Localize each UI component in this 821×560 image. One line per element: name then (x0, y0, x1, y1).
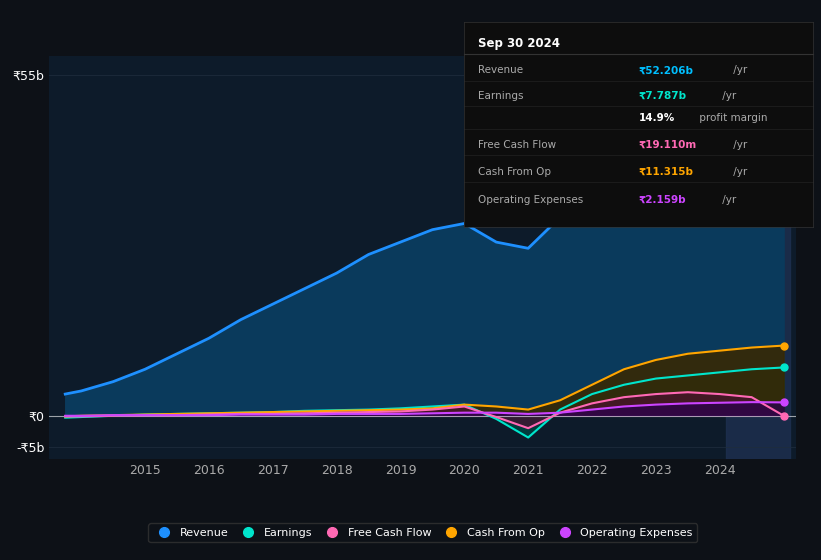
Text: ₹19.110m: ₹19.110m (639, 140, 696, 150)
Text: /yr: /yr (719, 195, 736, 205)
Text: ₹2.159b: ₹2.159b (639, 195, 686, 205)
Text: /yr: /yr (731, 140, 748, 150)
Text: 14.9%: 14.9% (639, 113, 675, 123)
Text: Free Cash Flow: Free Cash Flow (478, 140, 556, 150)
Text: Revenue: Revenue (478, 66, 523, 76)
Text: Cash From Op: Cash From Op (478, 166, 551, 176)
Text: ₹7.787b: ₹7.787b (639, 91, 686, 101)
Text: profit margin: profit margin (696, 113, 768, 123)
Text: /yr: /yr (731, 166, 748, 176)
Legend: Revenue, Earnings, Free Cash Flow, Cash From Op, Operating Expenses: Revenue, Earnings, Free Cash Flow, Cash … (149, 524, 697, 542)
Text: ₹52.206b: ₹52.206b (639, 66, 693, 76)
Text: Sep 30 2024: Sep 30 2024 (478, 37, 560, 50)
Text: /yr: /yr (719, 91, 736, 101)
Text: Earnings: Earnings (478, 91, 523, 101)
Text: ₹11.315b: ₹11.315b (639, 166, 693, 176)
Text: /yr: /yr (731, 66, 748, 76)
Bar (726, 56, 790, 459)
Text: Operating Expenses: Operating Expenses (478, 195, 583, 205)
